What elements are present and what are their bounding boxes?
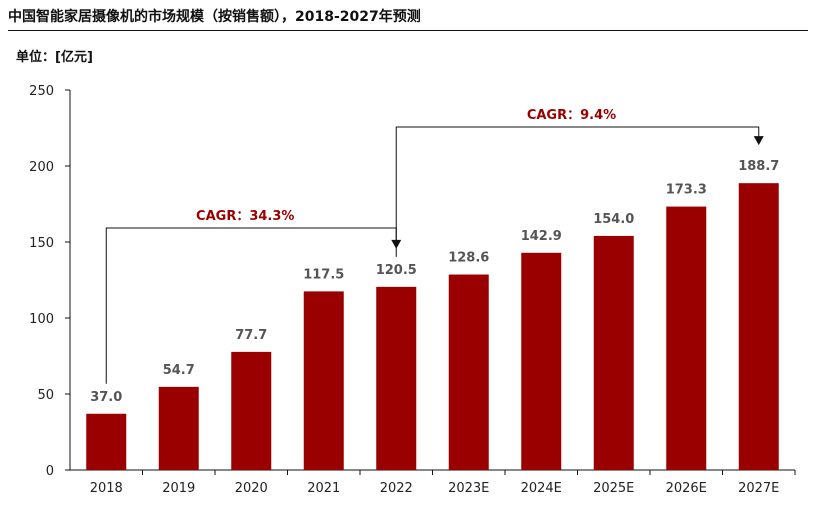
cagr-bracket xyxy=(395,126,760,257)
data-label: 77.7 xyxy=(235,328,267,343)
bar xyxy=(738,183,779,470)
chart-title: 中国智能家居摄像机的市场规模（按销售额），2018-2027年预测 xyxy=(8,9,421,25)
y-tick-label: 0 xyxy=(46,464,54,479)
x-tick-label: 2021 xyxy=(307,481,340,496)
data-label: 154.0 xyxy=(593,212,634,227)
bar xyxy=(231,351,272,470)
title-divider xyxy=(8,30,808,31)
x-tick-label: 2018 xyxy=(90,481,123,496)
y-tick-label: 250 xyxy=(29,84,54,99)
y-tick-label: 200 xyxy=(29,160,54,175)
x-tick-label: 2020 xyxy=(235,481,268,496)
y-tick-label: 50 xyxy=(37,388,54,403)
data-label: 117.5 xyxy=(303,267,344,282)
data-label: 37.0 xyxy=(90,390,122,405)
cagr-label: CAGR：9.4% xyxy=(527,108,616,123)
x-tick-label: 2025E xyxy=(593,481,634,496)
bar xyxy=(448,274,489,470)
data-label: 173.3 xyxy=(666,183,707,198)
y-tick-label: 150 xyxy=(29,236,54,251)
data-label: 142.9 xyxy=(521,229,562,244)
bar xyxy=(158,386,199,470)
x-tick-label: 2022 xyxy=(380,481,413,496)
bar xyxy=(593,235,634,470)
y-tick-label: 100 xyxy=(29,312,54,327)
bar xyxy=(303,291,344,470)
cagr-label: CAGR：34.3% xyxy=(196,209,294,224)
x-tick-label: 2027E xyxy=(738,481,779,496)
bar xyxy=(376,286,417,470)
bar xyxy=(86,413,127,470)
bar xyxy=(521,252,562,470)
x-tick-label: 2019 xyxy=(162,481,195,496)
data-label: 54.7 xyxy=(163,363,195,378)
data-label: 120.5 xyxy=(376,263,417,278)
data-label: 128.6 xyxy=(448,251,489,266)
bar xyxy=(666,206,707,471)
cagr-arrowhead xyxy=(753,136,764,146)
x-tick-label: 2024E xyxy=(521,481,562,496)
data-label: 188.7 xyxy=(738,159,779,174)
x-tick-label: 2026E xyxy=(666,481,707,496)
x-tick-label: 2023E xyxy=(448,481,489,496)
unit-label: 单位：[亿元] xyxy=(16,50,93,65)
